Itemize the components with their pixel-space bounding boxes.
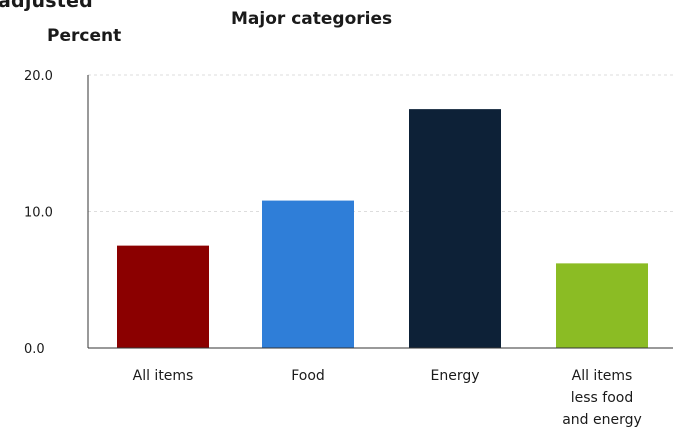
bar — [409, 109, 501, 348]
y-axis-label: Percent — [47, 26, 122, 46]
x-tick-label: Food — [291, 368, 325, 384]
y-tick-labels: 0.0 10.0 20.0 — [24, 69, 53, 357]
x-tick-label: All items — [133, 368, 194, 384]
x-tick-label: Energy — [430, 368, 479, 384]
chart-title: Major categories — [231, 9, 393, 29]
x-tick-label: All items less food and energy — [562, 368, 642, 428]
bars — [117, 109, 648, 348]
gridlines — [88, 74, 673, 212]
y-tick-label: 20.0 — [24, 69, 53, 84]
axes — [87, 75, 673, 349]
bar — [556, 263, 648, 348]
y-tick-label: 0.0 — [24, 342, 45, 357]
x-tick-labels: All items Food Energy All items less food and… — [133, 368, 642, 428]
truncated-heading: adjusted — [0, 0, 93, 12]
bar — [117, 245, 209, 348]
bar — [262, 200, 354, 348]
y-tick-label: 10.0 — [24, 206, 53, 221]
